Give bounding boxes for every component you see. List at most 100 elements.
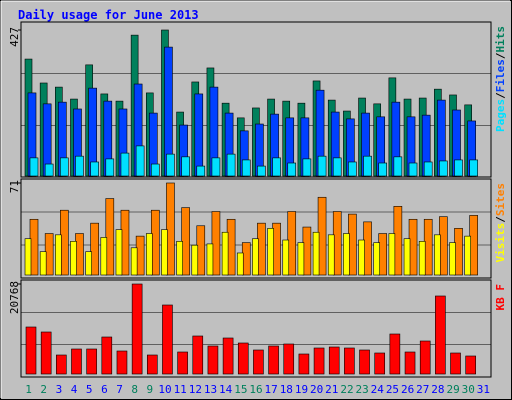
- x-tick-label: 14: [219, 383, 233, 396]
- bar: [344, 347, 355, 375]
- bar: [374, 352, 386, 375]
- bar: [86, 348, 97, 375]
- x-tick-label: 26: [401, 383, 414, 396]
- bar: [120, 152, 130, 177]
- x-tick-label: 8: [131, 383, 138, 396]
- bar: [282, 239, 290, 276]
- bar: [312, 231, 320, 276]
- x-tick-label: 3: [56, 383, 63, 396]
- bar: [101, 336, 113, 375]
- y-tick-label: 20768: [8, 281, 21, 314]
- bar: [408, 162, 418, 177]
- bar: [237, 342, 249, 375]
- bar: [221, 231, 229, 276]
- bar: [130, 247, 138, 276]
- bar: [283, 343, 295, 375]
- bar: [434, 234, 441, 276]
- legend-separator: /: [494, 216, 507, 223]
- bar: [131, 283, 143, 375]
- bar: [419, 340, 431, 375]
- x-tick-label: 24: [371, 383, 385, 396]
- bar: [206, 243, 214, 276]
- x-tick-label: 25: [386, 383, 399, 396]
- bar: [150, 163, 160, 177]
- bar: [439, 160, 448, 177]
- bar: [55, 234, 62, 276]
- bar: [177, 351, 188, 375]
- bar: [105, 158, 115, 177]
- bar: [267, 228, 274, 276]
- legend: Visits/Sites: [494, 183, 507, 263]
- x-tick-label: 10: [158, 383, 171, 396]
- bar: [39, 251, 47, 276]
- bar: [71, 348, 82, 375]
- x-tick-label: 16: [249, 383, 262, 396]
- bar: [116, 350, 128, 375]
- bar: [161, 229, 168, 276]
- x-tick-label: 6: [101, 383, 108, 396]
- bar: [388, 233, 396, 276]
- bar: [389, 333, 401, 375]
- bar: [287, 162, 297, 177]
- bar: [327, 234, 335, 276]
- bar: [75, 155, 84, 177]
- x-tick-label: 15: [234, 383, 247, 396]
- y-tick-label: 71: [8, 180, 21, 193]
- bar: [418, 241, 426, 276]
- bar: [226, 153, 236, 177]
- bar: [332, 157, 342, 177]
- legend-entry: Sites: [494, 183, 507, 216]
- bar: [60, 157, 69, 177]
- bar: [469, 159, 478, 177]
- bar: [257, 165, 266, 177]
- legend-entry: Visits: [494, 223, 507, 263]
- bar: [373, 242, 381, 276]
- bar: [328, 346, 340, 375]
- bar: [348, 161, 357, 177]
- bar: [90, 161, 99, 177]
- bar: [343, 233, 350, 276]
- bar: [393, 156, 403, 177]
- bar: [166, 182, 175, 276]
- bar: [297, 242, 305, 276]
- bar: [253, 349, 264, 375]
- bar: [363, 155, 372, 177]
- bar: [105, 198, 115, 276]
- x-tick-label: 13: [204, 383, 217, 396]
- bar: [241, 159, 251, 177]
- chart-title: Daily usage for June 2013: [18, 8, 199, 22]
- bar: [25, 326, 37, 375]
- x-tick-label: 1: [25, 383, 32, 396]
- bar: [181, 156, 190, 177]
- bar: [298, 353, 310, 375]
- legend: Pages/Files/Hits: [494, 26, 507, 132]
- bar: [145, 233, 153, 276]
- bar: [29, 157, 39, 177]
- bar: [196, 165, 206, 177]
- bar: [449, 242, 456, 276]
- bar: [146, 354, 158, 375]
- x-tick-label: 27: [416, 383, 429, 396]
- x-tick-label: 22: [340, 383, 353, 396]
- bar: [302, 158, 312, 177]
- x-tick-label: 29: [446, 383, 459, 396]
- bar: [211, 211, 221, 276]
- bar: [465, 355, 476, 375]
- bar: [207, 345, 219, 375]
- bar: [90, 222, 99, 276]
- bar: [40, 331, 52, 375]
- bar: [56, 354, 67, 375]
- bar: [100, 237, 108, 276]
- bar: [359, 349, 370, 375]
- bar: [211, 157, 221, 177]
- x-tick-label: 18: [280, 383, 293, 396]
- bar: [317, 155, 327, 177]
- x-tick-label: 30: [462, 383, 475, 396]
- bar: [454, 159, 463, 177]
- bar: [192, 335, 204, 375]
- bar: [70, 241, 77, 276]
- bar: [194, 93, 204, 177]
- bar: [166, 153, 175, 177]
- bar: [162, 304, 173, 375]
- bar: [44, 163, 54, 177]
